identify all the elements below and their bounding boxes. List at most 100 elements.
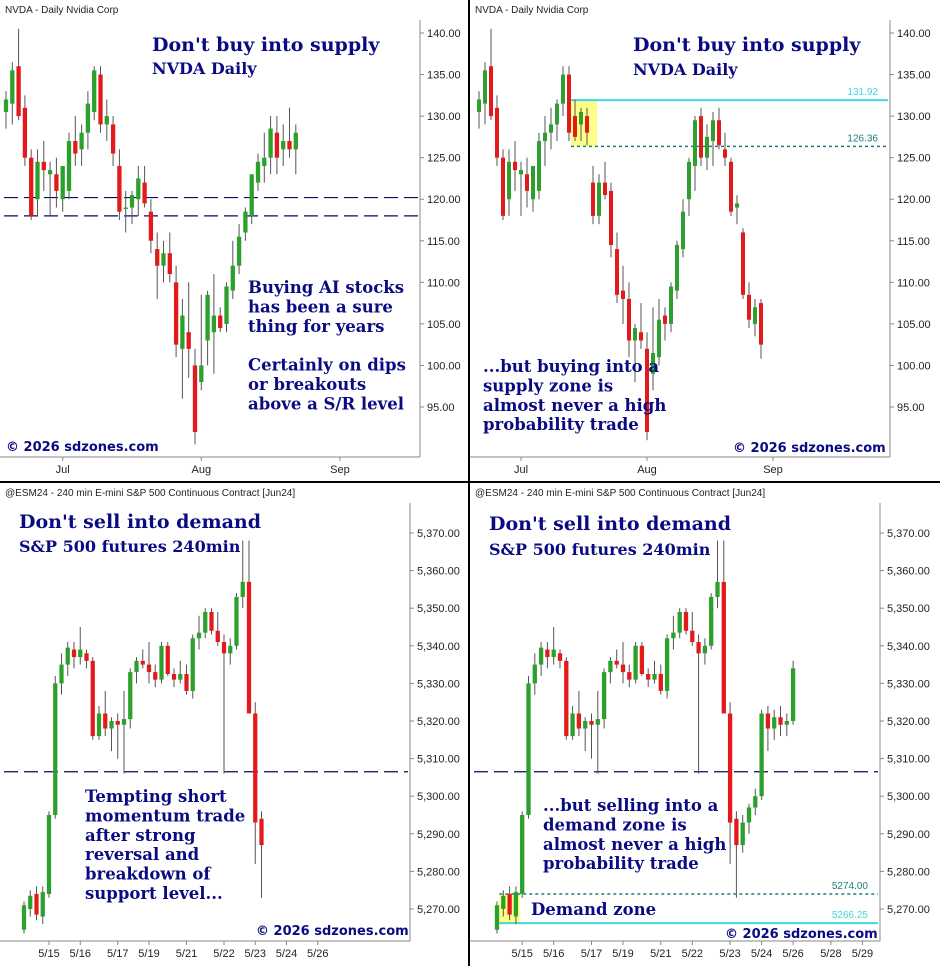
x-tick-label: 5/16 (70, 948, 91, 960)
candle-body (740, 822, 745, 846)
chart-panel-1: NVDA - Daily Nvidia Corp 140.00 135.00 130.… (0, 0, 469, 481)
candle-body (735, 203, 739, 208)
annotation-line: probability trade (483, 415, 639, 434)
chart-title: Don't sell into demand (19, 511, 261, 533)
x-tick-label: 5/21 (176, 948, 197, 960)
panel-background (0, 483, 469, 966)
candle-body (246, 581, 252, 714)
candle-body (538, 647, 544, 665)
candle-body (683, 611, 689, 631)
candle-body (513, 892, 519, 917)
candle-body (494, 905, 500, 930)
candle-body (85, 103, 91, 133)
panel-background (0, 0, 469, 481)
y-tick-label: 115.00 (897, 236, 930, 248)
candle-body (601, 672, 607, 720)
candle-body (92, 70, 97, 112)
candle-body (3, 99, 9, 112)
y-tick-label: 5,300.00 (417, 791, 460, 803)
chart-header: @ESM24 - 240 min E-mini S&P 500 Continuo… (5, 488, 295, 499)
candle-body (721, 581, 726, 714)
y-tick-label: 130.00 (897, 111, 931, 123)
candle-body (759, 303, 763, 345)
y-tick-label: 125.00 (897, 153, 931, 165)
x-tick-label: 5/16 (543, 948, 564, 960)
candle-body (597, 182, 601, 216)
candle-body (293, 132, 298, 150)
candle-body (65, 647, 70, 665)
annotation-line: momentum trade (85, 806, 245, 825)
y-tick-label: 5,370.00 (417, 528, 460, 540)
candle-body (96, 713, 102, 737)
candle-body (22, 107, 28, 158)
candle-body (47, 170, 53, 175)
candle-body (79, 132, 84, 150)
y-tick-label: 5,370.00 (887, 528, 930, 540)
level-label: 131.92 (847, 87, 878, 98)
candle-body (243, 211, 248, 233)
annotation-line: above a S/R level (248, 394, 404, 413)
y-tick-label: 5,350.00 (417, 603, 460, 615)
candle-body (236, 236, 242, 266)
candle-body (240, 581, 245, 597)
chart-panel-2: NVDA - Daily Nvidia Corp 140.00 135.00 130.… (470, 0, 940, 481)
x-tick-label: 5/19 (138, 948, 159, 960)
candle-body (639, 332, 643, 341)
candle-body (603, 182, 607, 196)
candle-body (520, 815, 525, 894)
y-tick-label: 5,330.00 (417, 678, 460, 690)
candle-body (173, 282, 179, 345)
panel-background (470, 0, 940, 481)
x-tick-label: 5/22 (213, 948, 234, 960)
candle-body (567, 74, 571, 133)
candle-body (501, 895, 506, 909)
annotation-line: after strong (85, 826, 196, 845)
panel-background (470, 483, 940, 966)
x-tick-label: Jul (56, 464, 70, 476)
annotation-line: almost never a high (483, 396, 666, 415)
candle-body (595, 719, 600, 725)
chart-title: Don't sell into demand (489, 513, 731, 535)
candle-body (608, 660, 613, 673)
x-tick-label: 5/23 (719, 948, 740, 960)
y-tick-label: 135.00 (427, 70, 461, 82)
candle-body (274, 132, 280, 158)
annotation-line: demand zone is (543, 815, 687, 834)
y-tick-label: 105.00 (427, 319, 461, 331)
candle-body (693, 120, 697, 166)
candle-body (543, 132, 547, 142)
x-tick-label: Sep (763, 464, 783, 476)
copyright-label: © 2026 sdzones.com (733, 441, 886, 456)
y-tick-label: 5,290.00 (887, 829, 930, 841)
candle-body (495, 107, 499, 158)
candle-body (98, 74, 103, 125)
candle-body (117, 165, 122, 212)
candle-body (633, 645, 638, 680)
level-label: 5266.25 (832, 910, 869, 921)
candle-body (681, 211, 685, 250)
y-tick-label: 5,360.00 (887, 566, 930, 578)
candle-body (253, 713, 258, 823)
level-label: 126.36 (847, 133, 878, 144)
candle-body (772, 717, 777, 729)
candle-body (525, 174, 529, 191)
y-tick-label: 100.00 (427, 360, 461, 372)
candle-body (123, 207, 128, 210)
candle-body (699, 116, 703, 158)
candle-body (507, 893, 512, 915)
candle-body (614, 660, 619, 665)
candle-body (255, 161, 261, 183)
candle-body (519, 170, 523, 175)
annotation-line: Certainly on dips (248, 356, 406, 375)
candle-body (747, 294, 751, 320)
candle-body (531, 165, 535, 200)
candle-body (651, 352, 655, 374)
x-tick-label: Aug (637, 464, 657, 476)
candle-body (153, 672, 158, 680)
candle-body (532, 664, 537, 684)
x-tick-label: 5/24 (276, 948, 297, 960)
y-tick-label: 5,290.00 (417, 829, 460, 841)
annotation-line: probability trade (543, 854, 699, 873)
candle-body (564, 660, 569, 737)
x-tick-label: 5/26 (782, 948, 803, 960)
